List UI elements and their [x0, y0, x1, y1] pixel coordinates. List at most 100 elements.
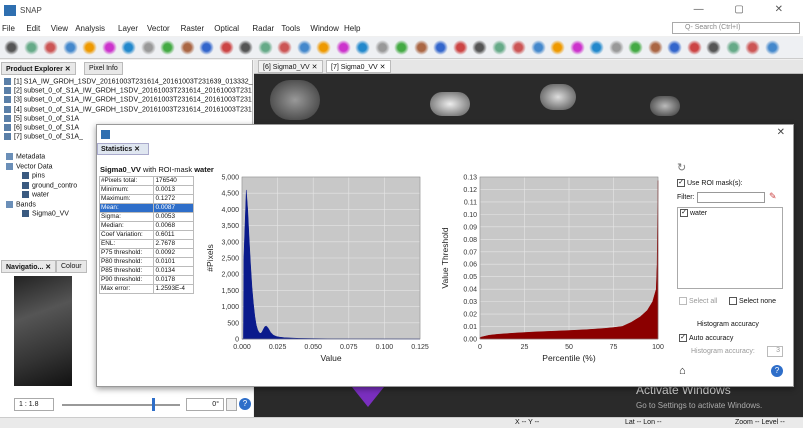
tab-statistics[interactable]: Statistics ✕: [97, 143, 149, 155]
product-item[interactable]: [3] subset_0_of_S1A_IW_GRDH_1SDV_2016100…: [4, 96, 252, 104]
rotation-field[interactable]: 0°: [186, 398, 224, 411]
toolbar-tool-icon[interactable]: [745, 40, 760, 55]
tree-node[interactable]: Sigma0_VV: [22, 210, 69, 217]
stats-row[interactable]: ENL: 2.7678: [98, 239, 194, 249]
stats-row[interactable]: P80 threshold: 0.0101: [98, 257, 194, 267]
toolbar-tool-icon[interactable]: [608, 40, 624, 55]
toolbar-tool-icon[interactable]: [647, 40, 663, 55]
tree-node[interactable]: Metadata: [6, 153, 45, 160]
toolbar-tool-icon[interactable]: [23, 40, 39, 55]
menu-optical[interactable]: Optical: [214, 24, 240, 33]
select-none-checkbox[interactable]: Select none: [729, 297, 776, 305]
product-item[interactable]: [2] subset_0_of_S1A_IW_GRDH_1SDV_2016100…: [4, 87, 252, 95]
toolbar-tool-icon[interactable]: [121, 40, 136, 55]
stats-row[interactable]: Coef Variation: 0.6011: [98, 230, 194, 240]
tab-image-6[interactable]: [6] Sigma0_VV ✕: [258, 60, 323, 73]
stats-row[interactable]: Mean: 0.0087: [98, 203, 194, 213]
menu-help[interactable]: Help: [344, 24, 361, 33]
toolbar-tool-icon[interactable]: [218, 40, 234, 55]
tree-node[interactable]: Bands: [6, 200, 36, 208]
toolbar-tool-icon[interactable]: [764, 40, 780, 55]
filter-input[interactable]: [697, 192, 765, 203]
toolbar-tool-icon[interactable]: [82, 40, 97, 55]
menu-vector[interactable]: Vector: [147, 24, 170, 33]
stats-row[interactable]: Minimum: 0.0013: [98, 185, 194, 195]
toolbar-tool-icon[interactable]: [316, 40, 331, 55]
navigation-preview[interactable]: [14, 276, 72, 386]
toolbar-tool-icon[interactable]: [530, 40, 546, 55]
product-item[interactable]: [1] S1A_IW_GRDH_1SDV_20161003T231614_201…: [4, 78, 253, 85]
refresh-icon[interactable]: ↻: [677, 162, 687, 174]
toolbar-tool-icon[interactable]: [413, 40, 429, 55]
toolbar-tool-icon[interactable]: [199, 40, 214, 55]
menu-analysis[interactable]: Analysis: [75, 24, 105, 33]
toolbar-tool-icon[interactable]: [433, 40, 448, 55]
toolbar-tool-icon[interactable]: [686, 40, 702, 55]
toolbar-tool-icon[interactable]: [569, 40, 585, 55]
scale-field[interactable]: 1 : 1.8: [14, 398, 54, 411]
toolbar-tool-icon[interactable]: [277, 40, 292, 55]
stats-row[interactable]: #Pixels total: 176540: [98, 176, 194, 186]
product-item[interactable]: [5] subset_0_of_S1A: [4, 114, 79, 122]
toolbar-tool-icon[interactable]: [101, 40, 117, 55]
window-controls[interactable]: — ▢ ✕: [693, 4, 797, 15]
toolbar-tool-icon[interactable]: [491, 40, 507, 55]
menu-edit[interactable]: Edit: [26, 24, 41, 33]
menu-file[interactable]: File: [2, 24, 15, 33]
toolbar-tool-icon[interactable]: [628, 40, 643, 55]
toolbar-tool-icon[interactable]: [4, 40, 19, 55]
product-item[interactable]: [7] subset_0_of_S1A_: [4, 133, 83, 141]
toolbar-tool-icon[interactable]: [394, 40, 409, 55]
stats-row[interactable]: P75 threshold: 0.0092: [98, 248, 194, 258]
stats-row[interactable]: Median: 0.0068: [98, 221, 194, 231]
help-icon[interactable]: ?: [771, 365, 783, 377]
tree-node[interactable]: pins: [22, 172, 45, 179]
zoom-slider-handle[interactable]: [152, 398, 155, 411]
toolbar-tool-icon[interactable]: [374, 40, 390, 55]
stats-row[interactable]: Max error: 1.2593E-4: [98, 284, 194, 294]
toolbar-tool-icon[interactable]: [706, 40, 721, 55]
toolbar-tool-icon[interactable]: [335, 40, 351, 55]
toolbar-tool-icon[interactable]: [511, 40, 526, 55]
toolbar-tool-icon[interactable]: [550, 40, 565, 55]
filter-mask-icon[interactable]: ✎: [769, 191, 777, 201]
tree-node[interactable]: ground_contro: [22, 181, 77, 189]
toolbar-tool-icon[interactable]: [43, 40, 58, 55]
menu-tools[interactable]: Tools: [281, 24, 301, 33]
menu-raster[interactable]: Raster: [180, 24, 205, 33]
tree-node[interactable]: Vector Data: [6, 162, 53, 170]
toolbar-tool-icon[interactable]: [238, 40, 253, 55]
toolbar-tool-icon[interactable]: [140, 40, 156, 55]
toolbar-tool-icon[interactable]: [667, 40, 682, 55]
menu-radar[interactable]: Radar: [252, 24, 275, 33]
tab-navigation[interactable]: Navigatio... ✕: [1, 260, 57, 273]
accuracy-spinner[interactable]: 3: [767, 346, 783, 357]
toolbar-tool-icon[interactable]: [355, 40, 370, 55]
toolbar-tool-icon[interactable]: [452, 40, 468, 55]
toolbar-tool-icon[interactable]: [589, 40, 604, 55]
stats-row[interactable]: Maximum: 0.1272: [98, 194, 194, 204]
stats-row[interactable]: Sigma: 0.0053: [98, 212, 194, 222]
tab-image-7[interactable]: [7] Sigma0_VV ✕: [326, 60, 391, 73]
close-icon[interactable]: ✕: [776, 127, 785, 138]
menu-view[interactable]: View: [50, 24, 68, 33]
tab-product-explorer[interactable]: Product Explorer ✕: [1, 62, 76, 75]
toolbar-tool-icon[interactable]: [62, 40, 78, 55]
quick-search-input[interactable]: Q- Search (Ctrl+I): [672, 22, 800, 34]
mask-item-water[interactable]: ✓ water: [680, 209, 708, 217]
stats-row[interactable]: P90 threshold: 0.0178: [98, 275, 194, 285]
tree-node[interactable]: water: [22, 191, 49, 198]
rotation-spinner[interactable]: [226, 398, 237, 411]
put-statistics-icon[interactable]: ⌂: [679, 365, 686, 377]
tab-pixel-info[interactable]: Pixel Info: [84, 62, 123, 75]
auto-accuracy-checkbox[interactable]: ✓ Auto accuracy: [679, 334, 734, 342]
toolbar-tool-icon[interactable]: [160, 40, 175, 55]
toolbar-tool-icon[interactable]: [472, 40, 487, 55]
toolbar-tool-icon[interactable]: [296, 40, 312, 55]
product-item[interactable]: [4] subset_0_of_S1A_IW_GRDH_1SDV_2016100…: [4, 105, 252, 113]
select-all-checkbox[interactable]: Select all: [679, 297, 717, 305]
toolbar-tool-icon[interactable]: [725, 40, 741, 55]
toolbar-tool-icon[interactable]: [257, 40, 273, 55]
zoom-slider-track[interactable]: [62, 404, 180, 406]
tab-colour[interactable]: Colour: [56, 260, 87, 273]
